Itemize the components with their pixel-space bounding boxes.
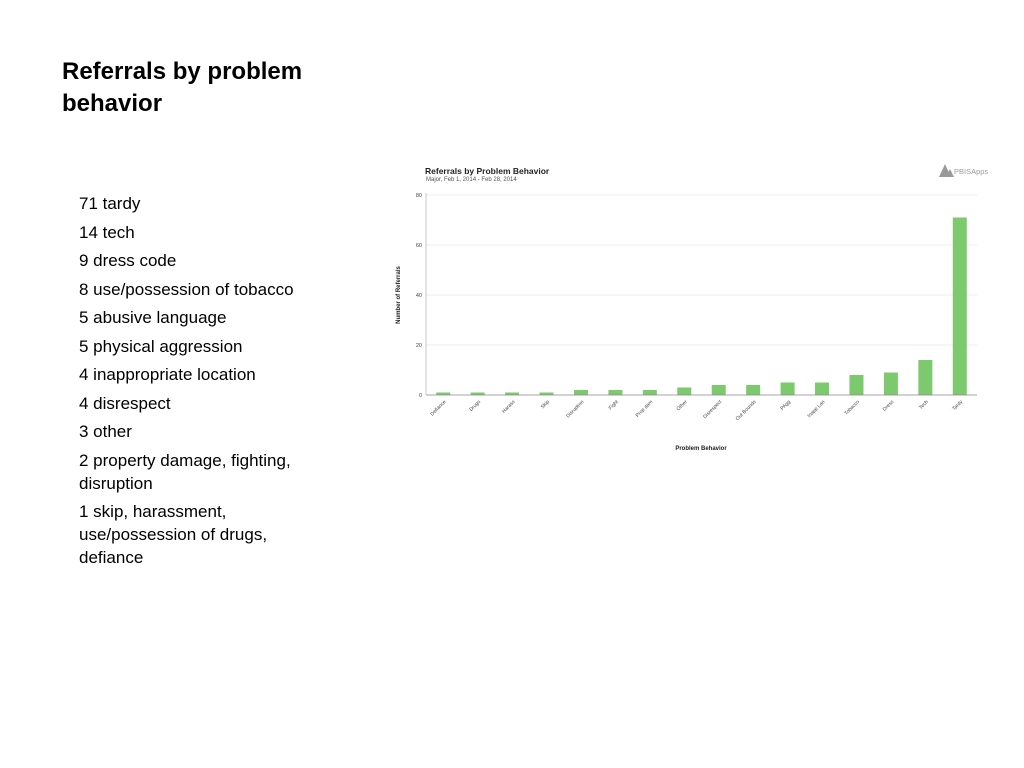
list-item: 3 other [79,422,132,441]
x-tick-label: Skip [540,399,551,410]
y-tick-labels: 0 20 40 60 80 [416,193,422,399]
y-tick-label: 40 [416,293,422,299]
x-tick-labels: Defiance Drugs Harass Skip Disruption Fight Pr… [429,399,964,422]
x-tick-label: Prop dam [635,399,655,419]
bar [505,392,520,395]
bar [642,390,657,395]
x-tick-label: Drugs [468,399,482,413]
chart-title: Referrals by Problem Behavior [425,166,550,176]
referral-list: 71 tardy 14 tech 9 dress code 8 use/poss… [79,192,324,575]
bar [815,382,830,395]
x-tick-label: Dress [882,399,896,413]
bar [952,217,967,395]
bar [573,390,588,395]
bar [849,375,864,395]
bar [711,385,726,395]
x-tick-label: PAgg [779,399,792,412]
list-item: 5 physical aggression [79,336,243,356]
chart-grid [426,194,977,346]
list-item: 71 tardy [79,194,141,213]
y-tick-label: 0 [419,393,422,399]
x-tick-label: Fight [608,399,621,412]
list-item: 14 tech [79,222,135,242]
y-axis-title: Number of Referrals [396,265,402,323]
x-tick-label: Inapp Lan [806,399,826,419]
slide-title: Referrals by problem behavior [62,58,303,117]
list-item: 2 property damage, fighting, disruption [79,450,291,493]
x-tick-label: Disrespect [702,399,723,420]
bar [436,392,451,395]
bar [780,382,795,395]
list-item: 1 skip, harassment, use/possession of dr… [79,502,268,567]
y-tick-label: 20 [416,343,422,349]
chart-subtitle: Major, Feb 1, 2014 - Feb 28, 2014 [426,177,517,183]
pbisapps-logo: PBISApps [939,164,988,177]
list-item: 8 use/possession of tobacco [79,279,294,299]
bar [883,372,898,395]
bar [677,387,692,395]
list-item: 4 disrespect [79,393,171,413]
list-item: 9 dress code [79,251,177,270]
logo-text: PBISApps [954,167,988,176]
x-tick-label: Other [676,399,689,412]
bar [746,385,761,395]
y-tick-label: 80 [416,193,422,199]
x-tick-label: Tardy [951,399,964,412]
bar [608,390,623,395]
list-item: 4 inappropriate location [79,365,256,384]
y-tick-label: 60 [416,243,422,249]
x-axis-title: Problem Behavior [675,446,727,452]
x-tick-label: Tobacco [843,399,861,417]
chart-bars [436,217,967,395]
x-tick-label: Defiance [429,399,447,417]
bar [470,392,485,395]
x-tick-label: Tech [918,399,930,411]
referrals-chart: Referrals by Problem Behavior Major, Feb… [396,164,988,452]
x-tick-label: Out Bounds [735,399,758,422]
x-tick-label: Harass [501,399,517,415]
list-item: 5 abusive language [79,308,227,327]
bar [918,360,933,395]
logo-mark-icon [939,164,954,177]
bar [539,392,554,395]
x-tick-label: Disruption [565,399,585,419]
